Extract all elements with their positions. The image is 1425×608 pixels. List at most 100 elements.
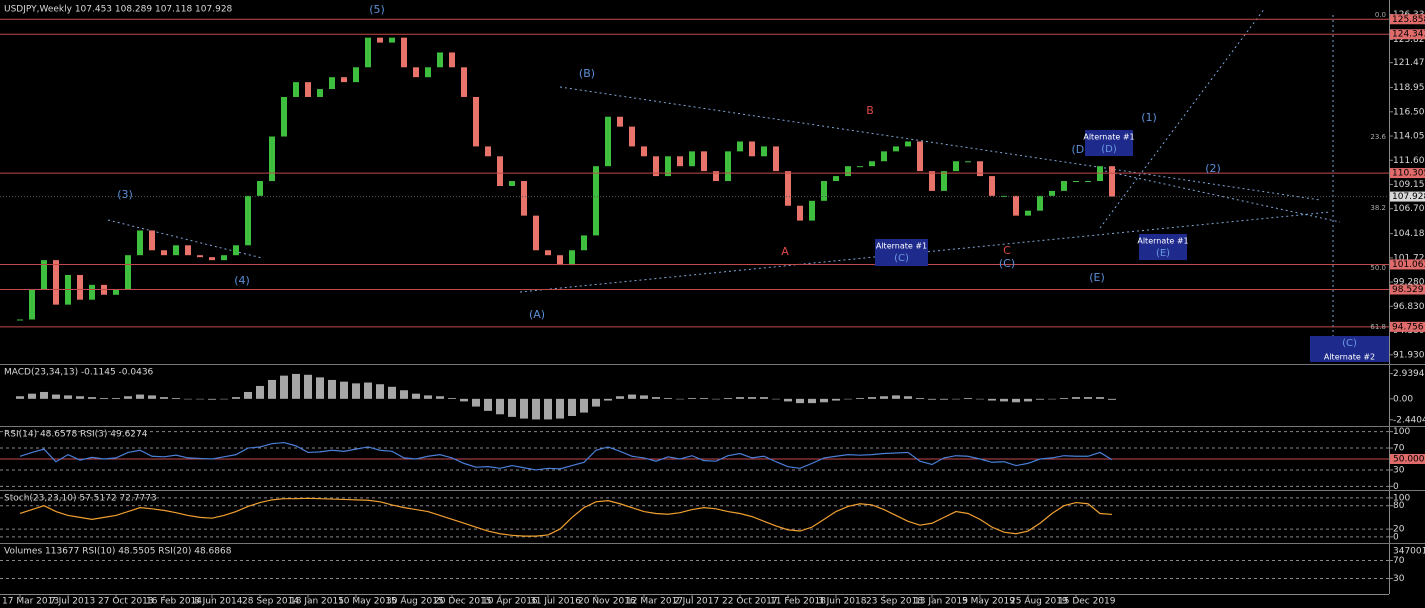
macd-bar xyxy=(640,395,648,399)
candle xyxy=(437,52,443,68)
trend-line xyxy=(107,219,263,259)
macd-bar xyxy=(940,398,948,400)
candle xyxy=(689,151,695,167)
candle xyxy=(761,146,767,157)
level-box xyxy=(1390,168,1425,179)
wave-label: A xyxy=(781,245,789,258)
wave-label: B xyxy=(866,104,874,117)
macd-bar xyxy=(568,398,576,417)
macd-bar xyxy=(1096,397,1104,399)
candle xyxy=(749,141,755,157)
pane-title: USDJPY,Weekly 107.453 108.289 107.118 10… xyxy=(4,5,233,15)
candle xyxy=(1073,181,1079,183)
x-tick-label: 17 Mar 2013 xyxy=(2,597,59,607)
candle xyxy=(605,116,611,167)
candle xyxy=(53,260,59,305)
y-tick-label: 91.930 xyxy=(1393,350,1425,360)
y-tick-label: 30 xyxy=(1393,574,1405,584)
macd-bar xyxy=(76,396,84,399)
candle xyxy=(77,274,83,300)
macd-bar xyxy=(256,385,264,399)
macd-bar xyxy=(124,396,132,399)
y-tick-label: 3470015 xyxy=(1393,547,1425,557)
macd-bar xyxy=(1036,398,1044,400)
macd-bar xyxy=(784,398,792,402)
candle xyxy=(17,319,23,321)
macd-bar xyxy=(196,398,204,400)
candle xyxy=(509,181,515,186)
x-tick-label: 13 Jan 2019 xyxy=(914,597,968,607)
wave-label: (1) xyxy=(1141,111,1157,124)
pane-title: Stoch(23,23,10) 57.5172 72.7773 xyxy=(4,494,157,504)
candle xyxy=(209,257,215,261)
level-box xyxy=(1390,321,1425,332)
candle xyxy=(173,245,179,256)
macd-bar xyxy=(376,384,384,399)
y-tick-label: -2.4404 xyxy=(1393,415,1425,425)
x-tick-label: 10 Apr 2016 xyxy=(482,597,538,607)
macd-bar xyxy=(316,377,324,399)
candle xyxy=(461,67,467,97)
y-tick-label: 50.0000 xyxy=(1393,455,1425,465)
wave-label: (4) xyxy=(234,274,250,287)
candle xyxy=(137,230,143,256)
macd-bar xyxy=(820,398,828,403)
level-label: 125.858 xyxy=(1392,15,1425,25)
macd-bar xyxy=(856,397,864,399)
x-tick-label: 28 Sep 2014 xyxy=(242,597,299,607)
y-tick-label: 100 xyxy=(1393,493,1410,503)
macd-bar xyxy=(16,396,24,399)
macd-bar xyxy=(652,397,660,399)
macd-bar xyxy=(244,391,252,399)
macd-bar xyxy=(64,395,72,399)
candle xyxy=(245,195,251,246)
y-tick-label: 100 xyxy=(1393,427,1410,437)
candle xyxy=(773,146,779,172)
fib-label: 0.0 xyxy=(1375,11,1386,19)
fib-label: 38.2 xyxy=(1370,204,1386,212)
macd-bar xyxy=(112,397,120,399)
candle xyxy=(713,171,719,182)
macd-bar xyxy=(400,390,408,399)
y-tick-label: 114.050 xyxy=(1393,132,1425,142)
indicator-line xyxy=(19,497,1113,537)
candle xyxy=(341,77,347,83)
candle xyxy=(449,52,455,68)
macd-bar xyxy=(832,398,840,401)
level-box xyxy=(1390,284,1425,295)
macd-bar xyxy=(616,396,624,399)
candle xyxy=(1109,166,1115,197)
macd-bar xyxy=(916,397,924,399)
candle xyxy=(737,141,743,152)
y-tick-label: 123.820 xyxy=(1393,35,1425,45)
level-label: 98.529 xyxy=(1392,285,1424,295)
macd-bar xyxy=(1024,398,1032,402)
macd-bar xyxy=(868,397,876,399)
candle xyxy=(941,171,947,191)
macd-bar xyxy=(328,379,336,399)
macd-bar xyxy=(1000,398,1008,402)
candle xyxy=(317,89,323,97)
alt-box xyxy=(1085,130,1133,156)
macd-bar xyxy=(292,373,300,399)
macd-bar xyxy=(892,395,900,399)
candle xyxy=(305,82,311,97)
y-tick-label: 80 xyxy=(1393,501,1405,511)
macd-bar xyxy=(736,397,744,399)
candle xyxy=(557,255,563,266)
macd-bar xyxy=(796,398,804,404)
macd-bar xyxy=(412,393,420,399)
candle xyxy=(1085,181,1091,183)
candle xyxy=(1001,195,1007,197)
alt-label: (C) xyxy=(894,253,909,264)
candle xyxy=(401,37,407,68)
macd-bar xyxy=(460,398,468,402)
macd-bar xyxy=(664,397,672,399)
level-box xyxy=(1390,29,1425,40)
wave-label: (5) xyxy=(369,3,385,16)
candle xyxy=(977,161,983,177)
macd-bar xyxy=(448,397,456,399)
candle xyxy=(701,151,707,172)
candle xyxy=(677,156,683,167)
alt-title: Alternate #1 xyxy=(1083,133,1134,142)
